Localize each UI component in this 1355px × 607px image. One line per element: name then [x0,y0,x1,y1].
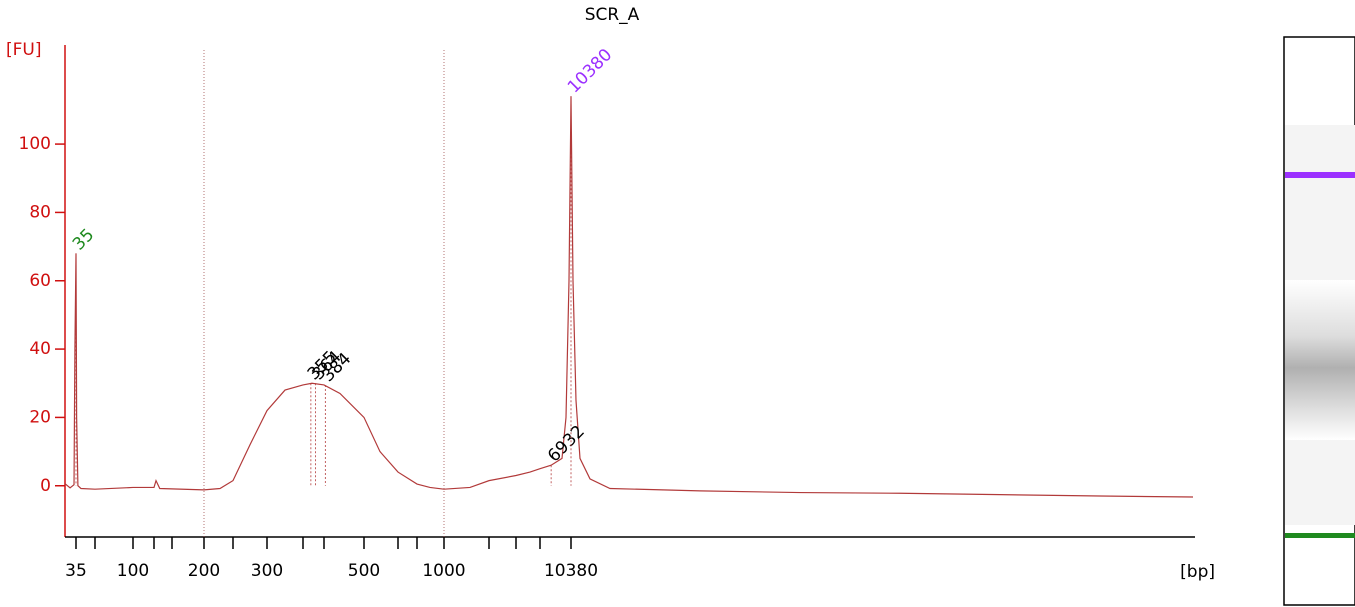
x-tick-label: 200 [188,561,220,581]
gel-lower-marker [1285,533,1355,538]
peak-label: 10380 [564,45,616,97]
chart-title: SCR_A [585,5,640,25]
gel-lane [1283,36,1355,606]
peak-label: 6932 [544,422,589,467]
x-tick-label: 1000 [422,561,465,581]
y-axis-label: [FU] [6,40,42,60]
peak-label: 35 [69,225,98,254]
x-axis-label: [bp] [1180,562,1215,582]
y-tick-label: 20 [29,407,51,427]
x-tick-label: 500 [348,561,380,581]
gel-upper-marker [1285,172,1355,178]
trace-line [64,96,1194,498]
y-tick-label: 0 [40,476,51,496]
y-tick-label: 100 [19,134,51,154]
y-tick-label: 80 [29,202,51,222]
x-tick-label: 300 [251,561,283,581]
gel-smear [1285,280,1355,440]
x-tick-label: 35 [65,561,87,581]
y-tick-label: 40 [29,339,51,359]
x-tick-label: 10380 [544,561,598,581]
x-tick-label: 100 [117,561,149,581]
y-tick-label: 60 [29,271,51,291]
